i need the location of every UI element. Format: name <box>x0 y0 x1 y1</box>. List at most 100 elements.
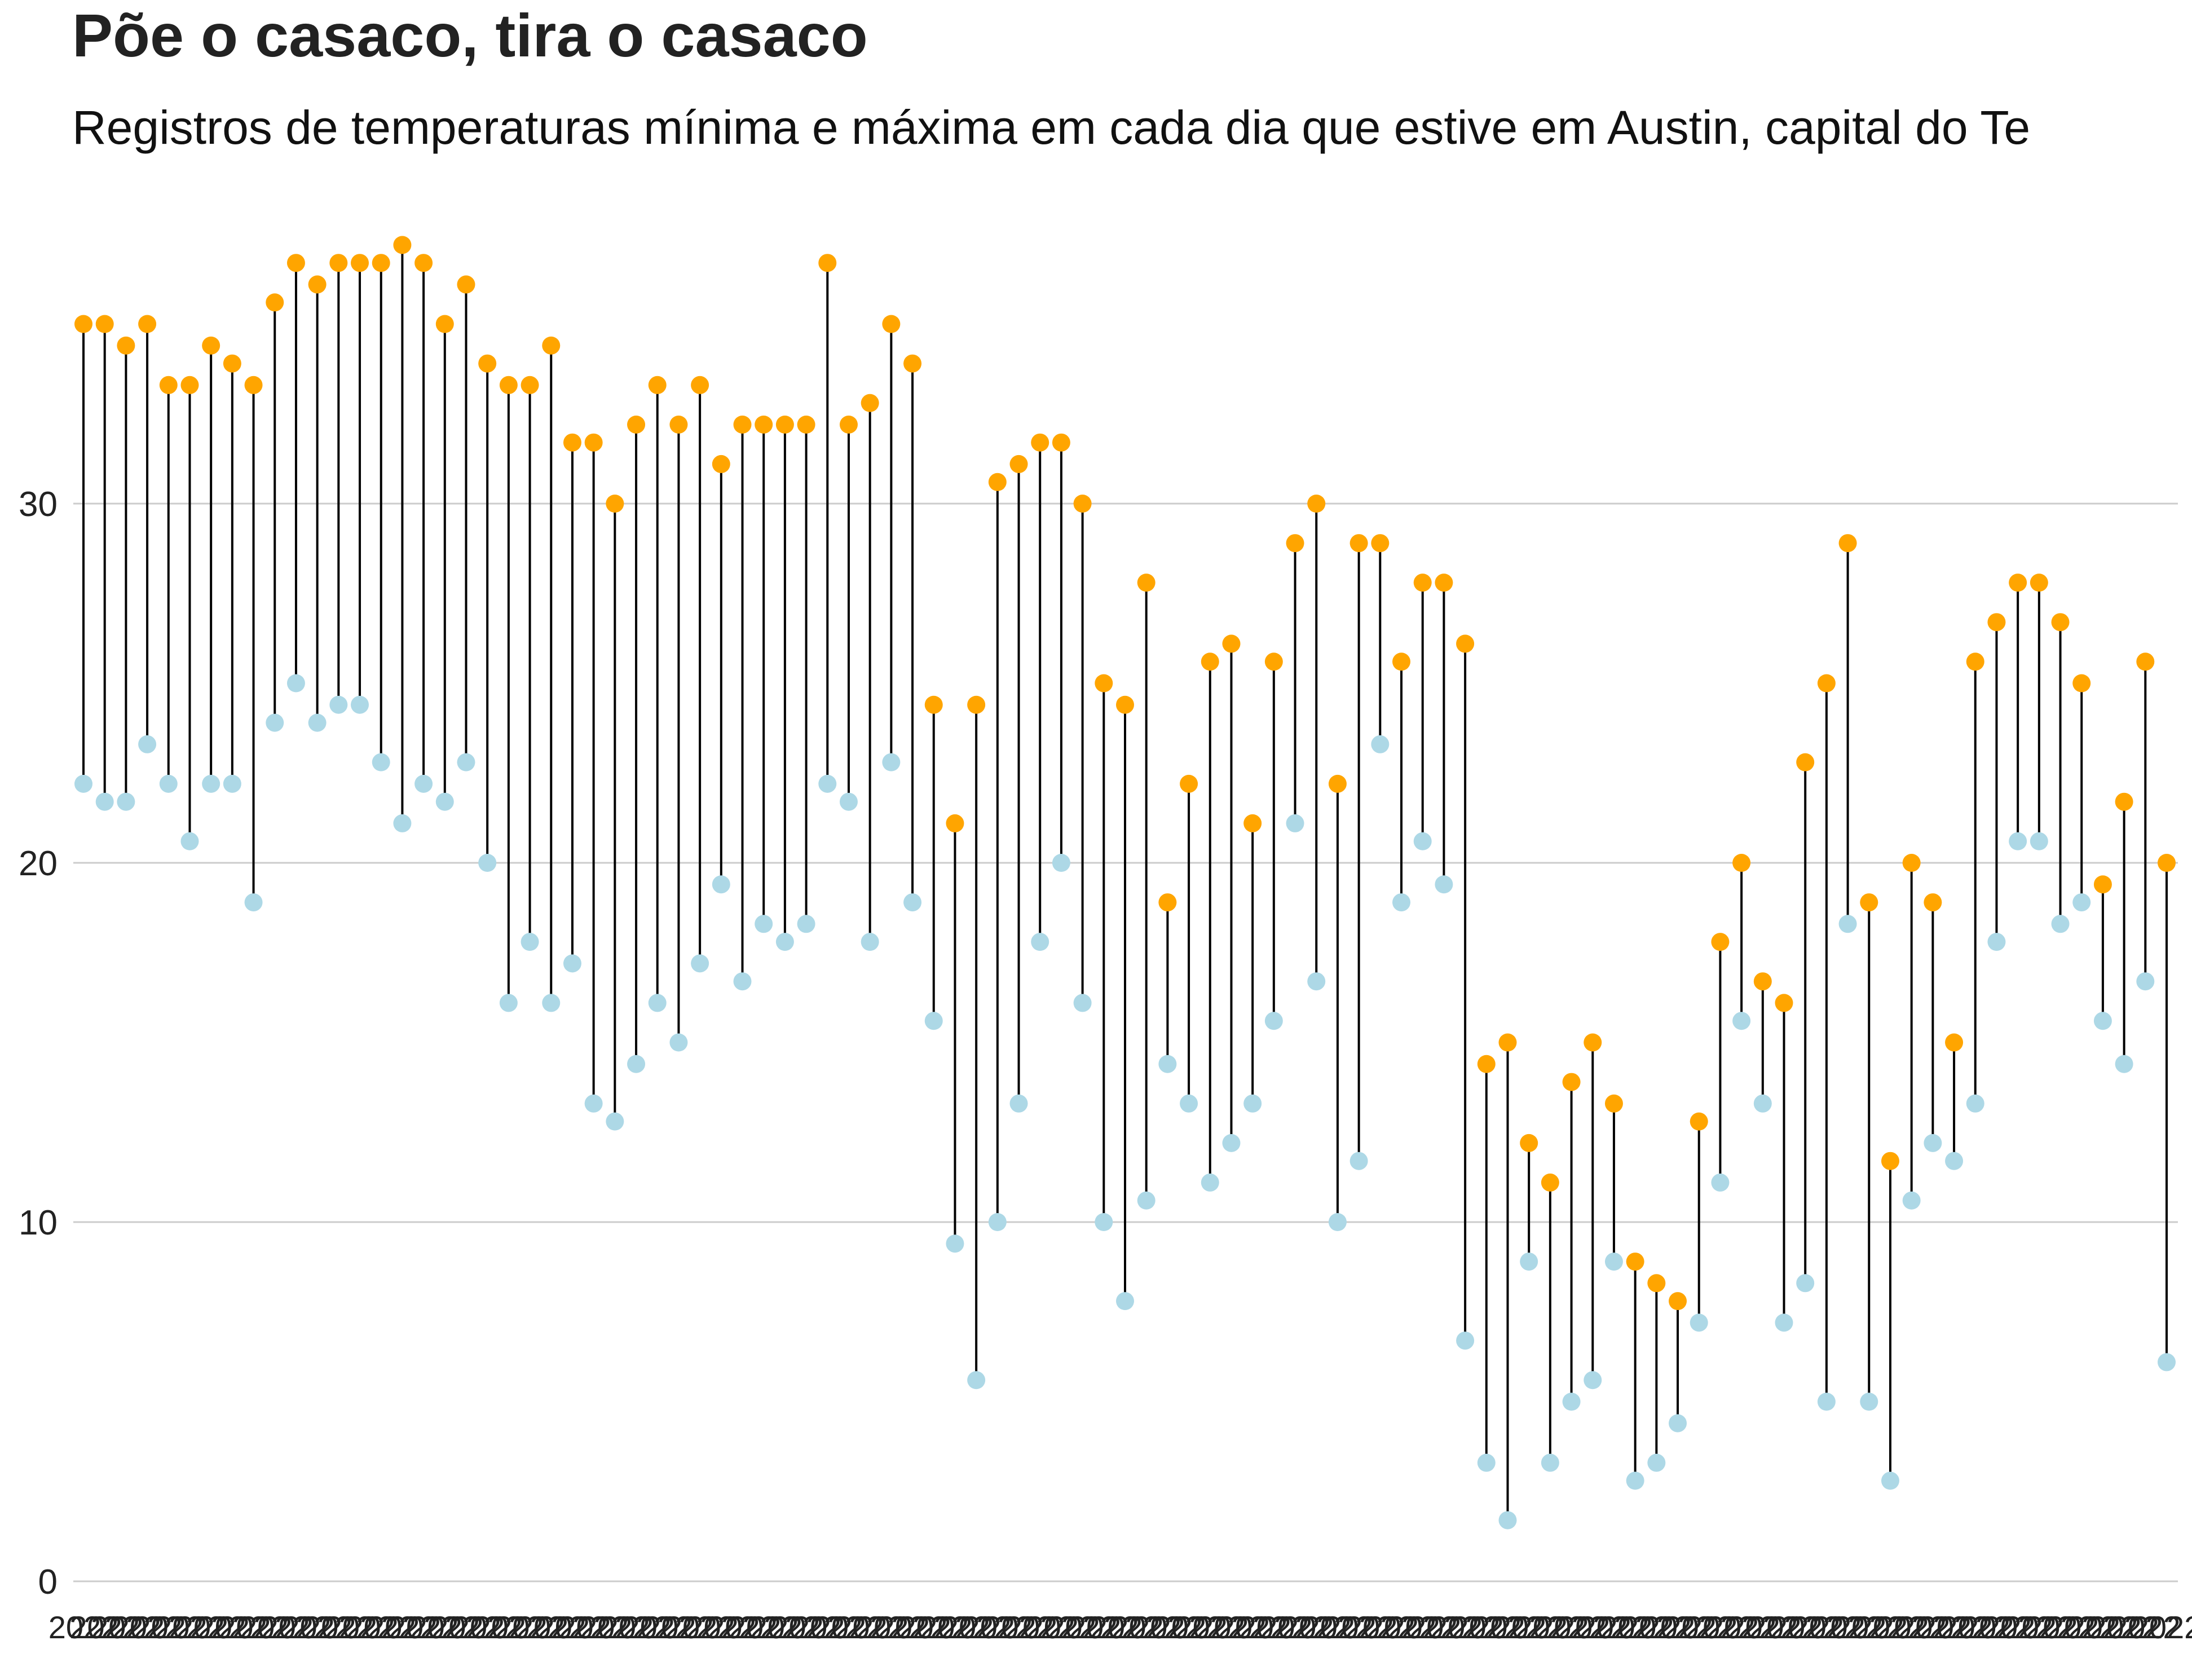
max-point <box>1647 1274 1666 1293</box>
min-point <box>393 814 412 832</box>
x-tick-label: 2022 <box>1558 1610 1628 1645</box>
x-tick-label: 2022 <box>941 1610 1012 1645</box>
x-tick-label: 2022 <box>1069 1610 1139 1645</box>
min-point <box>1435 875 1453 894</box>
min-point <box>1541 1453 1559 1472</box>
x-tick-label: 2022 <box>1643 1610 1713 1645</box>
y-tick-label-30: 30 <box>19 485 58 524</box>
x-tick-label: 2022 <box>133 1610 204 1645</box>
x-tick-label: 2022 <box>814 1610 884 1645</box>
min-point <box>648 994 667 1012</box>
min-point <box>286 674 305 693</box>
max-point <box>1817 674 1836 693</box>
max-point <box>457 275 475 294</box>
x-tick-label: 2022 <box>282 1610 352 1645</box>
min-point <box>1604 1253 1623 1271</box>
min-point <box>839 792 858 811</box>
x-tick-label: 2022 <box>1005 1610 1075 1645</box>
max-point <box>1052 433 1070 452</box>
x-tick-label: 2022 <box>2025 1610 2096 1645</box>
max-point <box>2051 613 2070 632</box>
max-point <box>818 254 837 272</box>
min-point <box>1222 1134 1241 1152</box>
x-tick-label: 2022 <box>856 1610 927 1645</box>
max-point <box>1690 1112 1708 1131</box>
max-point <box>1243 814 1262 832</box>
max-point <box>414 254 433 272</box>
min-point <box>457 753 475 771</box>
min-point <box>1031 933 1049 951</box>
max-point <box>372 254 390 272</box>
min-point <box>1392 893 1411 912</box>
x-tick-label: 2022 <box>601 1610 672 1645</box>
x-tick-label: 2022 <box>920 1610 990 1645</box>
max-point <box>329 254 348 272</box>
max-point <box>2030 574 2048 592</box>
x-tick-label: 2022 <box>1728 1610 1798 1645</box>
x-tick-label: 2022 <box>877 1610 948 1645</box>
min-point <box>712 875 730 894</box>
max-point <box>1031 433 1049 452</box>
min-point <box>1860 1392 1878 1411</box>
x-tick-label: 2022 <box>1515 1610 1586 1645</box>
x-tick-label: 2022 <box>686 1610 757 1645</box>
min-point <box>1456 1331 1475 1350</box>
min-point <box>266 713 284 732</box>
max-point <box>521 376 539 394</box>
min-point <box>1753 1094 1772 1113</box>
min-point <box>478 854 497 872</box>
max-point <box>1945 1033 1964 1052</box>
max-point <box>2093 875 2112 894</box>
max-point <box>2009 574 2027 592</box>
max-point <box>2115 792 2133 811</box>
min-point <box>542 994 561 1012</box>
max-point <box>1222 634 1241 653</box>
x-tick-label: 2022 <box>1260 1610 1330 1645</box>
x-tick-label: 2022 <box>197 1610 268 1645</box>
x-tick-label: 2022 <box>1026 1610 1097 1645</box>
max-point <box>1669 1292 1687 1311</box>
x-tick-label: 2022 <box>155 1610 225 1645</box>
max-point <box>1307 495 1326 513</box>
max-point <box>1180 774 1198 793</box>
max-point <box>1562 1073 1581 1091</box>
max-point <box>1520 1134 1538 1152</box>
x-tick-label: 2022 <box>1792 1610 1862 1645</box>
min-point <box>818 774 837 793</box>
min-point <box>414 774 433 793</box>
x-tick-label: 2022 <box>963 1610 1033 1645</box>
x-tick-label: 2022 <box>1387 1610 1458 1645</box>
min-point <box>1775 1313 1793 1332</box>
min-point <box>1796 1274 1815 1293</box>
max-point <box>755 415 773 434</box>
x-tick-label: 2022 <box>2089 1610 2159 1645</box>
min-point <box>1711 1173 1730 1192</box>
min-point <box>1349 1152 1368 1170</box>
max-point <box>1838 534 1857 553</box>
x-tick-label: 2022 <box>325 1610 395 1645</box>
max-point <box>1987 613 2006 632</box>
max-point <box>1413 574 1432 592</box>
x-tick-label: 2022 <box>1366 1610 1437 1645</box>
max-point <box>775 415 794 434</box>
max-point <box>882 315 901 333</box>
x-tick-label: 2022 <box>1111 1610 1181 1645</box>
x-tick-label: 2022 <box>389 1610 459 1645</box>
min-point <box>1817 1392 1836 1411</box>
min-point <box>606 1112 624 1131</box>
x-tick-label: 2022 <box>983 1610 1054 1645</box>
chart-title: Põe o casaco, tira o casaco <box>72 1 868 69</box>
max-point <box>202 336 220 355</box>
max-point <box>861 394 879 412</box>
x-tick-label: 2022 <box>1175 1610 1245 1645</box>
x-tick-label: 2022 <box>537 1610 608 1645</box>
max-point <box>542 336 561 355</box>
min-point <box>435 792 454 811</box>
max-point <box>138 315 157 333</box>
min-point <box>946 1234 964 1253</box>
x-tick-label: 2022 <box>1579 1610 1649 1645</box>
max-point <box>478 354 497 373</box>
min-point <box>2158 1353 2176 1372</box>
min-point <box>117 792 135 811</box>
